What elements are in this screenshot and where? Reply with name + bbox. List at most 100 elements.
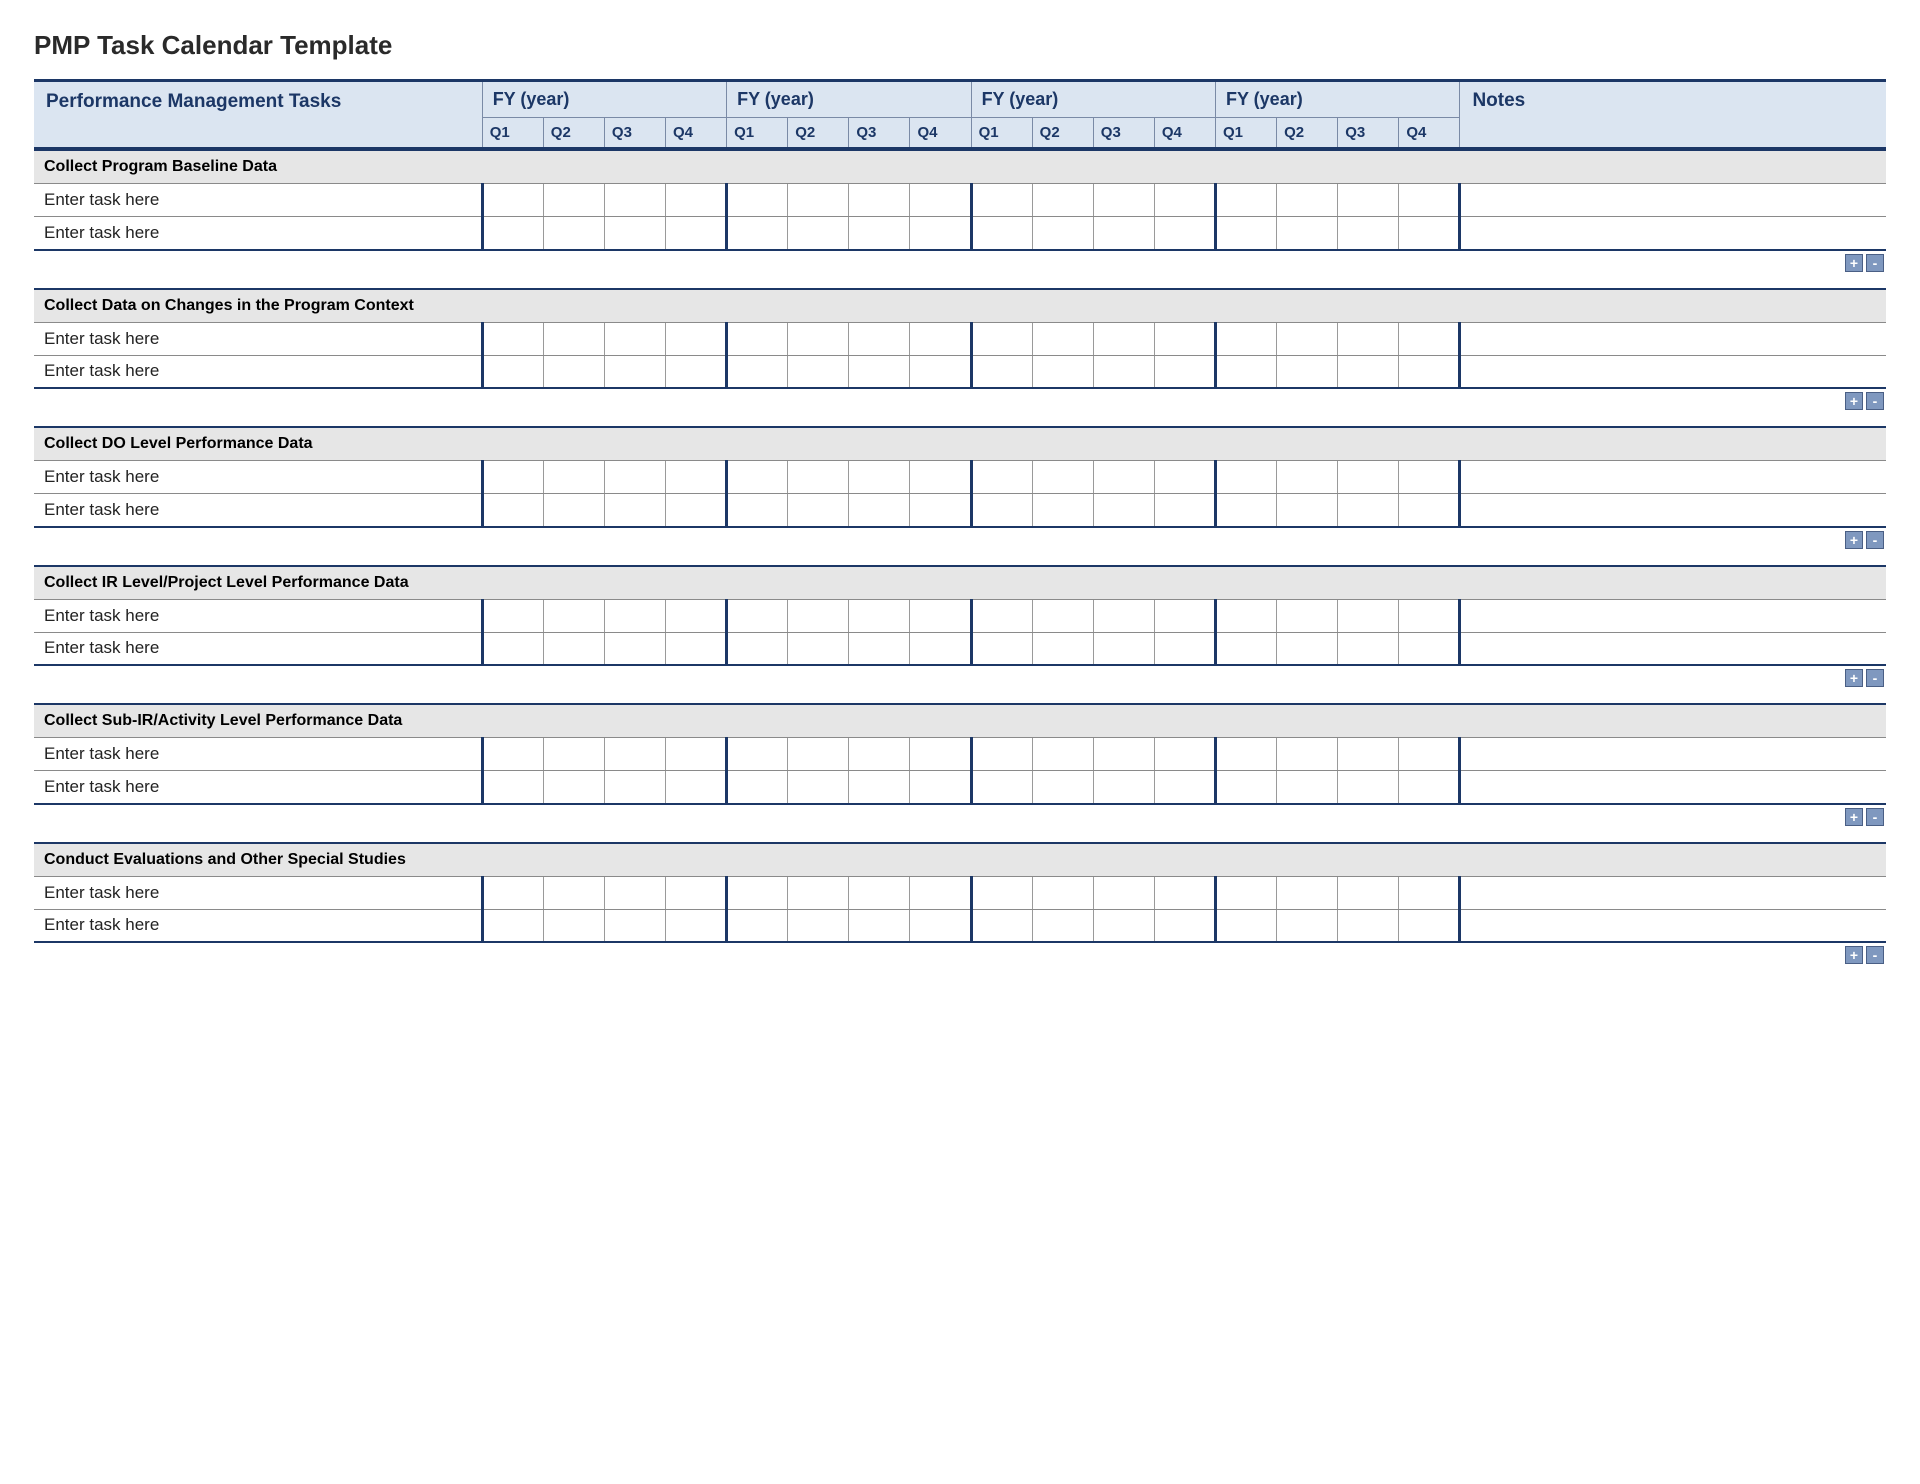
quarter-cell[interactable] [727,738,788,771]
quarter-cell[interactable] [910,771,971,804]
quarter-cell[interactable] [971,355,1032,388]
quarter-cell[interactable] [849,494,910,527]
quarter-cell[interactable] [1277,876,1338,909]
remove-row-button[interactable]: - [1866,392,1884,410]
add-row-button[interactable]: + [1845,946,1863,964]
quarter-cell[interactable] [1093,322,1154,355]
quarter-cell[interactable] [849,322,910,355]
quarter-cell[interactable] [971,632,1032,665]
task-cell[interactable]: Enter task here [34,771,482,804]
quarter-cell[interactable] [604,217,665,250]
quarter-cell[interactable] [1277,322,1338,355]
quarter-cell[interactable] [910,599,971,632]
quarter-cell[interactable] [1093,876,1154,909]
quarter-cell[interactable] [910,355,971,388]
quarter-cell[interactable] [604,494,665,527]
quarter-cell[interactable] [849,599,910,632]
quarter-cell[interactable] [604,599,665,632]
quarter-cell[interactable] [604,738,665,771]
quarter-cell[interactable] [1032,771,1093,804]
quarter-cell[interactable] [1093,461,1154,494]
quarter-cell[interactable] [1399,632,1460,665]
quarter-cell[interactable] [727,632,788,665]
quarter-cell[interactable] [604,771,665,804]
remove-row-button[interactable]: - [1866,808,1884,826]
quarter-cell[interactable] [604,184,665,217]
quarter-cell[interactable] [1154,599,1215,632]
quarter-cell[interactable] [482,909,543,942]
quarter-cell[interactable] [666,909,727,942]
quarter-cell[interactable] [910,738,971,771]
quarter-cell[interactable] [482,461,543,494]
quarter-cell[interactable] [1093,217,1154,250]
quarter-cell[interactable] [666,599,727,632]
quarter-cell[interactable] [849,771,910,804]
quarter-cell[interactable] [1277,184,1338,217]
quarter-cell[interactable] [1154,738,1215,771]
quarter-cell[interactable] [971,876,1032,909]
quarter-cell[interactable] [1399,217,1460,250]
quarter-cell[interactable] [1399,461,1460,494]
quarter-cell[interactable] [1338,632,1399,665]
quarter-cell[interactable] [788,876,849,909]
quarter-cell[interactable] [1277,355,1338,388]
add-row-button[interactable]: + [1845,669,1863,687]
quarter-cell[interactable] [910,461,971,494]
quarter-cell[interactable] [849,738,910,771]
quarter-cell[interactable] [910,632,971,665]
quarter-cell[interactable] [543,738,604,771]
quarter-cell[interactable] [666,217,727,250]
quarter-cell[interactable] [1216,876,1277,909]
quarter-cell[interactable] [1154,909,1215,942]
quarter-cell[interactable] [727,494,788,527]
quarter-cell[interactable] [1093,494,1154,527]
quarter-cell[interactable] [543,599,604,632]
quarter-cell[interactable] [543,632,604,665]
task-cell[interactable]: Enter task here [34,217,482,250]
quarter-cell[interactable] [788,217,849,250]
quarter-cell[interactable] [788,632,849,665]
quarter-cell[interactable] [1093,599,1154,632]
quarter-cell[interactable] [1093,184,1154,217]
quarter-cell[interactable] [1093,771,1154,804]
quarter-cell[interactable] [1154,632,1215,665]
quarter-cell[interactable] [971,217,1032,250]
quarter-cell[interactable] [482,632,543,665]
quarter-cell[interactable] [1154,322,1215,355]
quarter-cell[interactable] [1277,461,1338,494]
task-cell[interactable]: Enter task here [34,494,482,527]
quarter-cell[interactable] [1399,909,1460,942]
quarter-cell[interactable] [788,184,849,217]
quarter-cell[interactable] [1216,599,1277,632]
quarter-cell[interactable] [1338,184,1399,217]
quarter-cell[interactable] [543,322,604,355]
quarter-cell[interactable] [1399,876,1460,909]
quarter-cell[interactable] [788,494,849,527]
quarter-cell[interactable] [1093,909,1154,942]
remove-row-button[interactable]: - [1866,669,1884,687]
quarter-cell[interactable] [910,184,971,217]
quarter-cell[interactable] [666,876,727,909]
quarter-cell[interactable] [910,217,971,250]
quarter-cell[interactable] [727,184,788,217]
notes-cell[interactable] [1460,876,1886,909]
quarter-cell[interactable] [1277,494,1338,527]
quarter-cell[interactable] [1032,876,1093,909]
task-cell[interactable]: Enter task here [34,322,482,355]
remove-row-button[interactable]: - [1866,946,1884,964]
quarter-cell[interactable] [788,599,849,632]
remove-row-button[interactable]: - [1866,531,1884,549]
quarter-cell[interactable] [1032,738,1093,771]
quarter-cell[interactable] [1399,738,1460,771]
add-row-button[interactable]: + [1845,531,1863,549]
quarter-cell[interactable] [1277,632,1338,665]
quarter-cell[interactable] [1338,771,1399,804]
task-cell[interactable]: Enter task here [34,876,482,909]
quarter-cell[interactable] [1216,355,1277,388]
quarter-cell[interactable] [1032,355,1093,388]
quarter-cell[interactable] [604,876,665,909]
quarter-cell[interactable] [543,355,604,388]
notes-cell[interactable] [1460,355,1886,388]
quarter-cell[interactable] [1154,771,1215,804]
quarter-cell[interactable] [1216,184,1277,217]
